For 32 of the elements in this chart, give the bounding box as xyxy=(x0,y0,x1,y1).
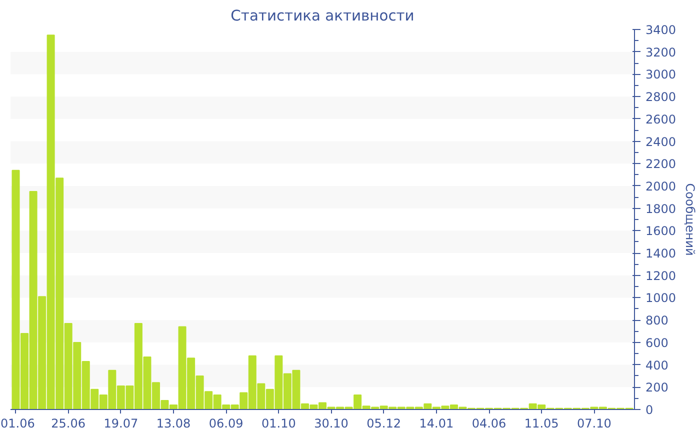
x-tick-label: 14.01 xyxy=(419,416,454,430)
y2-tick-label: 1600 xyxy=(646,224,676,238)
x-tick-label: 11.05 xyxy=(524,416,559,430)
x-tick-label: 04.06 xyxy=(472,416,506,430)
y2-tick-label: 1800 xyxy=(646,202,676,216)
x-tick-label: 30.10 xyxy=(314,416,348,430)
y2-tick-label: 3400 xyxy=(646,23,676,37)
y2-tick-label: 3000 xyxy=(646,68,676,82)
x-tick-label: 13.08 xyxy=(156,416,191,430)
y2-tick-label: 1000 xyxy=(646,291,676,306)
y2-tick-label: 1400 xyxy=(646,246,676,261)
x-tick-label: 07.10 xyxy=(577,416,612,430)
chart-title: Статистика активности xyxy=(230,8,414,24)
y2-axis-title: Сообщений xyxy=(683,183,698,256)
y2-tick-label: 2400 xyxy=(646,134,676,149)
y2-tick-label: 1200 xyxy=(646,268,676,283)
y2-tick-label: 800 xyxy=(646,314,668,328)
x-tick-label: 01.10 xyxy=(262,416,296,430)
y2-tick-label: 2200 xyxy=(646,157,676,172)
x-tick-label: 06.09 xyxy=(208,416,244,430)
y2-tick-label: 200 xyxy=(646,380,668,395)
y2-tick-label: 0 xyxy=(646,403,654,417)
y2-tick-label: 600 xyxy=(646,336,668,350)
y2-tick-label: 2000 xyxy=(646,179,676,194)
x-tick-label: 01.06 xyxy=(0,416,35,430)
y2-tick-label: 3200 xyxy=(646,45,676,60)
y2-tick-label: 400 xyxy=(646,358,668,372)
x-tick-label: 05.12 xyxy=(366,416,402,430)
x-tick-label: 25.06 xyxy=(51,416,86,430)
y2-tick-label: 2600 xyxy=(646,112,676,126)
y2-tick-label: 2800 xyxy=(646,90,676,104)
x-tick-label: 19.07 xyxy=(104,416,138,430)
